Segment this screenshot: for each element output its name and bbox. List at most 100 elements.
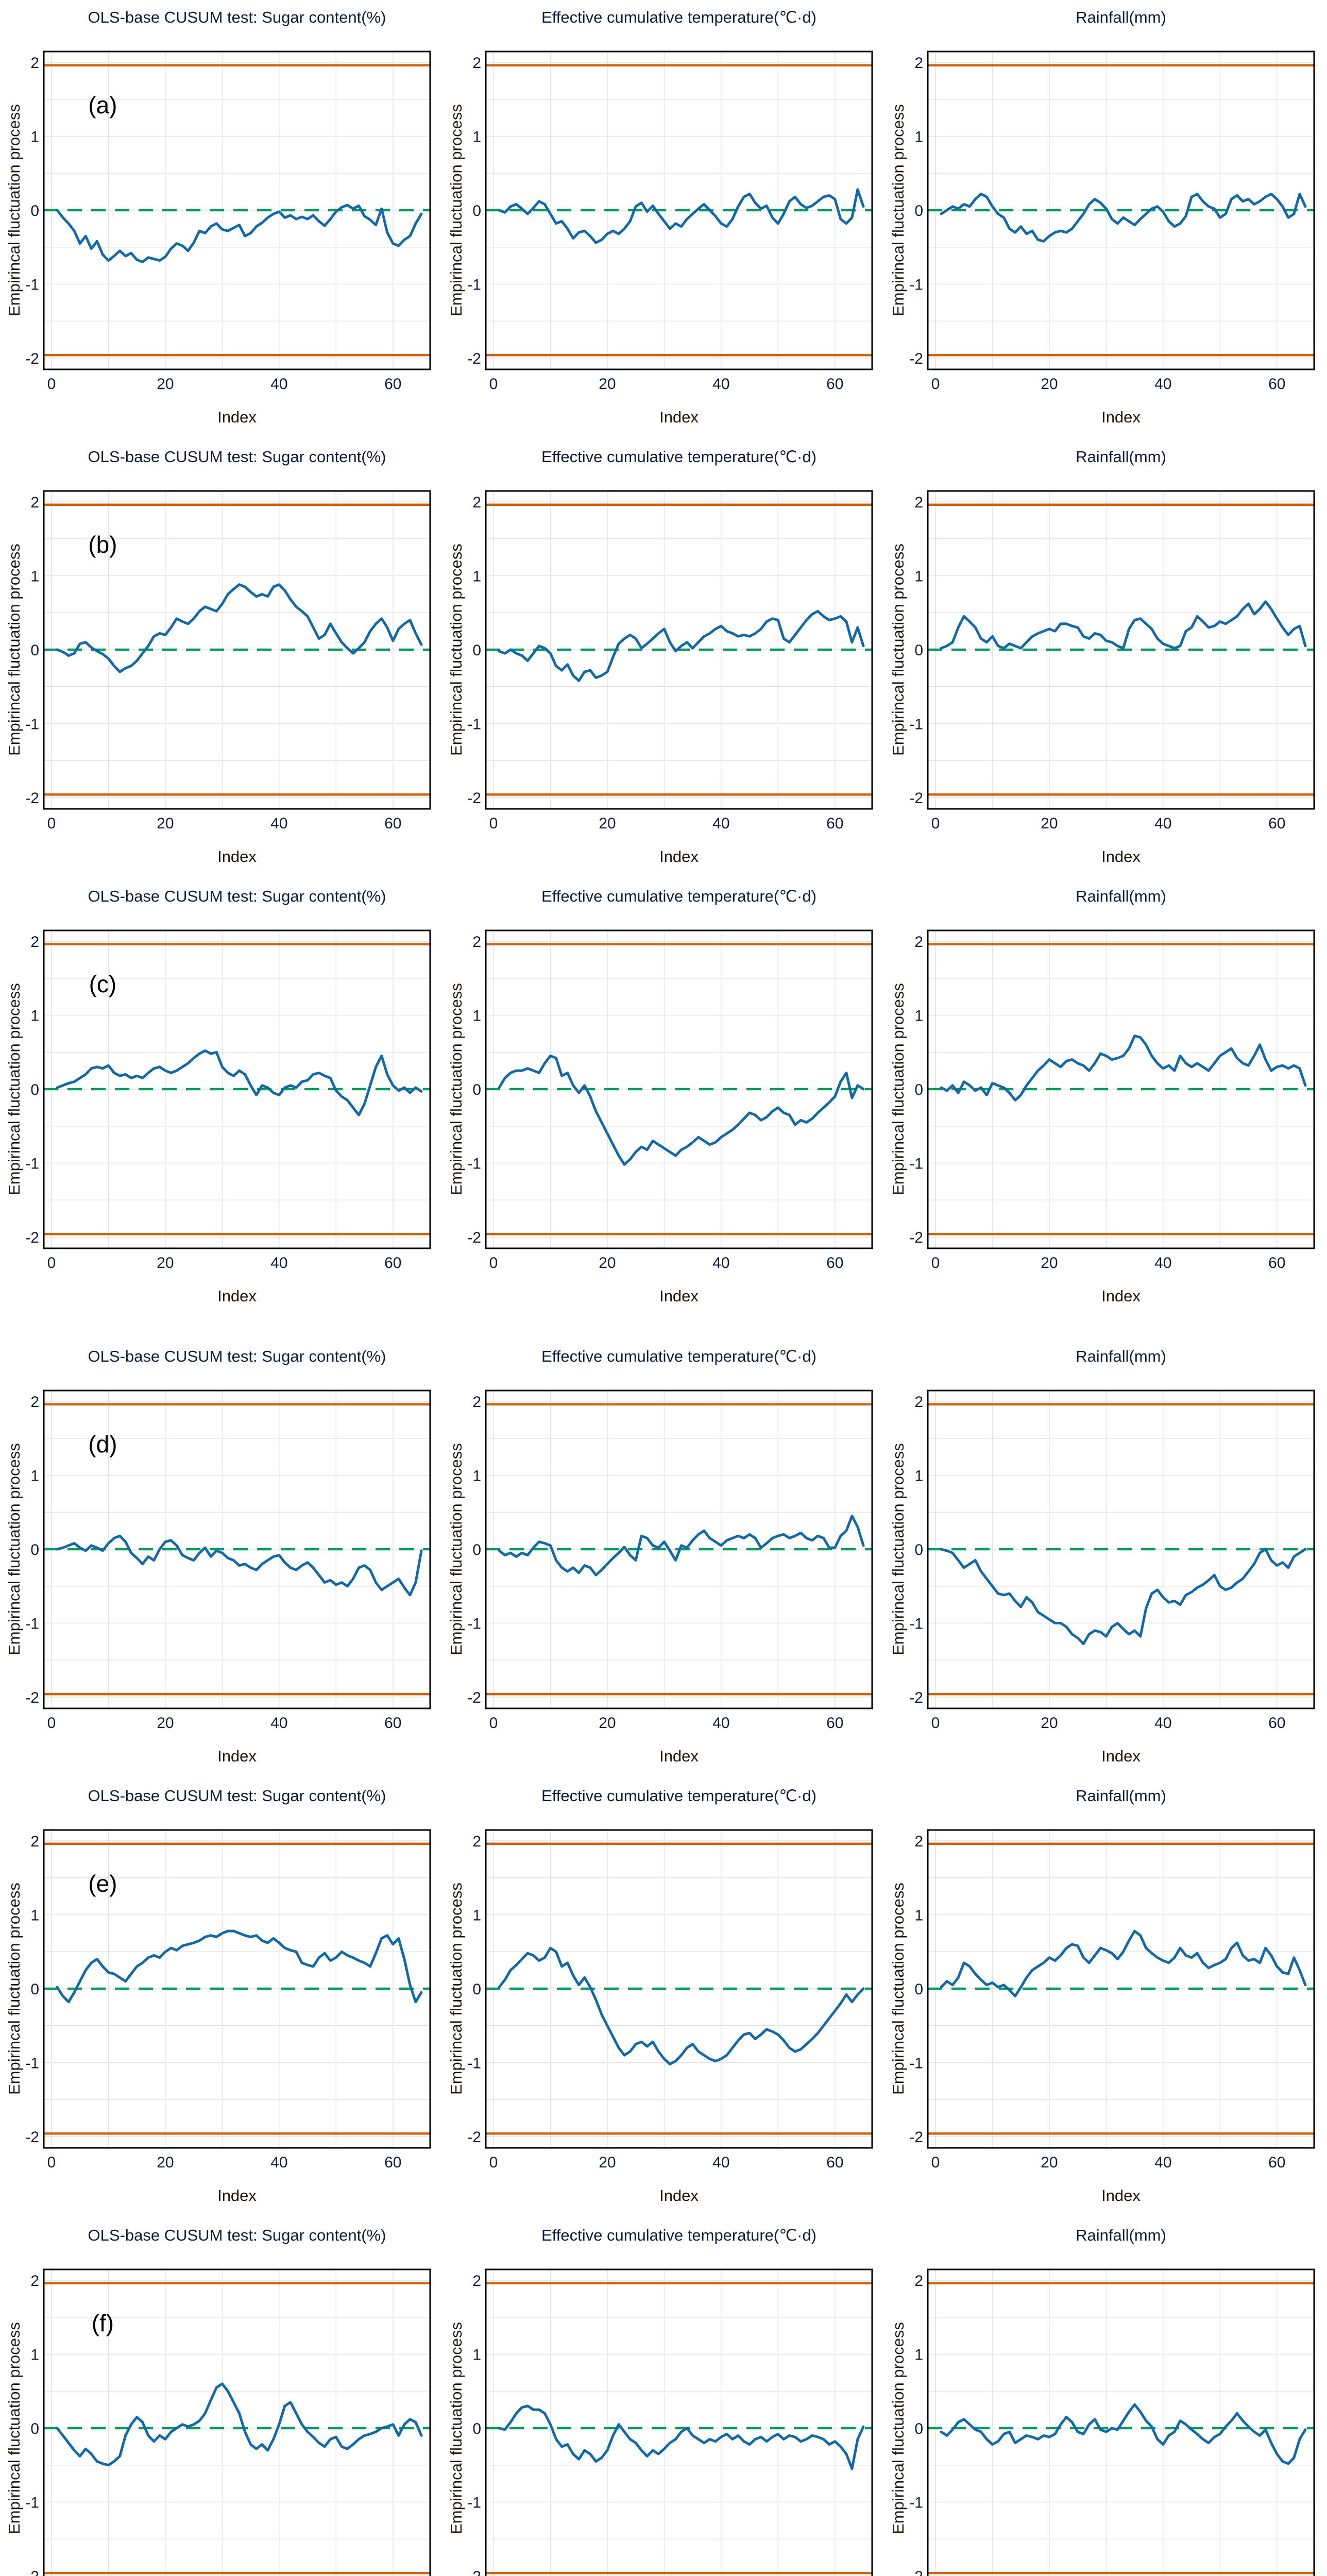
y-tick-label: 1 <box>914 568 923 585</box>
y-tick-label: 1 <box>30 129 39 146</box>
chart-title: OLS-base CUSUM test: Sugar content(%) <box>88 887 386 905</box>
y-tick-label: -1 <box>909 1156 923 1173</box>
plot-border <box>43 1389 431 1709</box>
x-tick-label: 60 <box>826 2154 843 2171</box>
cusum-chart: Effective cumulative temperature(℃·d) Emp… <box>442 2218 884 2576</box>
x-tick-label: 60 <box>826 815 843 832</box>
chart-row-e: OLS-base CUSUM test: Sugar content(%) Emp… <box>0 1778 1327 2218</box>
y-tick-label: 1 <box>30 568 39 585</box>
chart-plot: 2 1 0 -1 -2 0 20 40 60 <box>909 490 1315 832</box>
chart-title: OLS-base CUSUM test: Sugar content(%) <box>88 2226 386 2244</box>
x-tick-label: 20 <box>157 376 174 393</box>
y-tick-label: -1 <box>467 2055 481 2072</box>
fluctuation-curve <box>56 2382 423 2467</box>
y-tick-label: 0 <box>30 642 39 659</box>
y-tick-label: 2 <box>914 1833 923 1850</box>
y-tick-label: 1 <box>472 129 481 146</box>
x-tick-label: 60 <box>384 376 401 393</box>
fluctuation-curve <box>498 2404 865 2470</box>
x-tick-label: 0 <box>47 1255 56 1272</box>
y-tick-label: 2 <box>30 55 39 72</box>
fluctuation-curve <box>940 600 1307 650</box>
x-tick-label: 60 <box>1268 815 1285 832</box>
plot-border <box>485 929 873 1249</box>
panel-label: (c) <box>89 971 117 997</box>
x-tick-label: 20 <box>157 1255 174 1272</box>
x-tick-label: 0 <box>931 1255 940 1272</box>
chart-title: OLS-base CUSUM test: Sugar content(%) <box>88 8 386 26</box>
y-tick-label: -1 <box>25 2055 39 2072</box>
chart-row-b: OLS-base CUSUM test: Sugar content(%) Emp… <box>0 439 1327 879</box>
y-tick-label: 2 <box>472 1394 481 1411</box>
y-tick-label: -2 <box>467 1689 481 1706</box>
x-tick-label: 0 <box>47 815 56 832</box>
chart-row-d: OLS-base CUSUM test: Sugar content(%) Emp… <box>0 1339 1327 1778</box>
gridlines <box>486 2269 872 2576</box>
y-tick-label: 2 <box>914 1394 923 1411</box>
y-tick-label: 1 <box>30 2347 39 2364</box>
y-tick-label: -2 <box>467 2129 481 2146</box>
x-tick-label: 0 <box>489 376 498 393</box>
y-tick-label: 0 <box>30 202 39 219</box>
x-tick-label: 0 <box>489 1715 498 1732</box>
chart-title: Rainfall(mm) <box>1076 448 1166 466</box>
cusum-chart: OLS-base CUSUM test: Sugar content(%) Emp… <box>0 879 442 1318</box>
x-tick-label: 60 <box>1268 376 1285 393</box>
x-tick-label: 40 <box>270 815 287 832</box>
y-tick-label: 2 <box>472 2273 481 2290</box>
x-tick-label: 20 <box>1041 815 1058 832</box>
x-tick-label: 60 <box>1268 2154 1285 2171</box>
y-tick-label: -2 <box>467 350 481 367</box>
plot-border <box>485 2268 873 2576</box>
x-tick-label: 0 <box>931 2154 940 2171</box>
x-tick-label: 60 <box>384 1255 401 1272</box>
chart-title: OLS-base CUSUM test: Sugar content(%) <box>88 1787 386 1805</box>
y-tick-label: -2 <box>25 350 39 367</box>
chart-plot: 2 1 0 -1 -2 0 20 40 60 <box>467 1829 873 2171</box>
y-tick-label: 1 <box>30 1907 39 1924</box>
y-tick-label: -1 <box>467 2495 481 2512</box>
x-tick-label: 20 <box>599 1255 616 1272</box>
x-tick-label: 40 <box>712 1255 729 1272</box>
y-tick-label: 1 <box>472 568 481 585</box>
x-tick-label: 20 <box>599 376 616 393</box>
x-tick-label: 40 <box>712 376 729 393</box>
x-axis-label: Index <box>659 848 699 866</box>
y-tick-label: 0 <box>30 2420 39 2437</box>
y-tick-label: 0 <box>914 1541 923 1558</box>
y-tick-label: -2 <box>25 1229 39 1246</box>
fluctuation-curve <box>498 1946 865 2065</box>
plot-border <box>43 50 431 370</box>
x-tick-label: 40 <box>1154 376 1171 393</box>
chart-plot: 2 1 0 -1 -2 0 20 40 60 <box>467 490 873 832</box>
x-tick-label: 40 <box>1154 1255 1171 1272</box>
x-tick-label: 60 <box>826 1715 843 1732</box>
x-tick-label: 60 <box>1268 1715 1285 1732</box>
x-axis-label: Index <box>659 1287 699 1305</box>
chart-title: Effective cumulative temperature(℃·d) <box>541 2226 816 2244</box>
y-tick-label: 1 <box>914 2347 923 2364</box>
y-tick-label: 1 <box>914 129 923 146</box>
chart-title: OLS-base CUSUM test: Sugar content(%) <box>88 448 386 466</box>
y-tick-label: 0 <box>30 1981 39 1998</box>
y-tick-label: 2 <box>30 1833 39 1850</box>
chart-title: Effective cumulative temperature(℃·d) <box>541 887 816 905</box>
panel-label: (f) <box>92 2310 114 2336</box>
fluctuation-curve <box>498 1054 865 1166</box>
y-tick-label: 2 <box>30 934 39 951</box>
y-tick-label: 0 <box>472 1081 481 1098</box>
y-tick-label: 0 <box>914 1081 923 1098</box>
plot-border <box>43 1829 431 2149</box>
y-tick-label: -1 <box>25 1616 39 1633</box>
y-tick-label: 0 <box>30 1081 39 1098</box>
chart-plot: (e) 2 1 0 -1 -2 0 20 40 60 <box>25 1829 431 2171</box>
chart-plot: 2 1 0 -1 -2 0 20 40 60 <box>909 929 1315 1272</box>
y-tick-label: 0 <box>472 1541 481 1558</box>
x-tick-label: 60 <box>384 815 401 832</box>
plot-border <box>927 50 1315 370</box>
x-tick-label: 60 <box>384 1715 401 1732</box>
y-tick-label: 1 <box>30 1008 39 1025</box>
chart-title: Effective cumulative temperature(℃·d) <box>541 1787 816 1805</box>
chart-title: Rainfall(mm) <box>1076 2226 1166 2244</box>
